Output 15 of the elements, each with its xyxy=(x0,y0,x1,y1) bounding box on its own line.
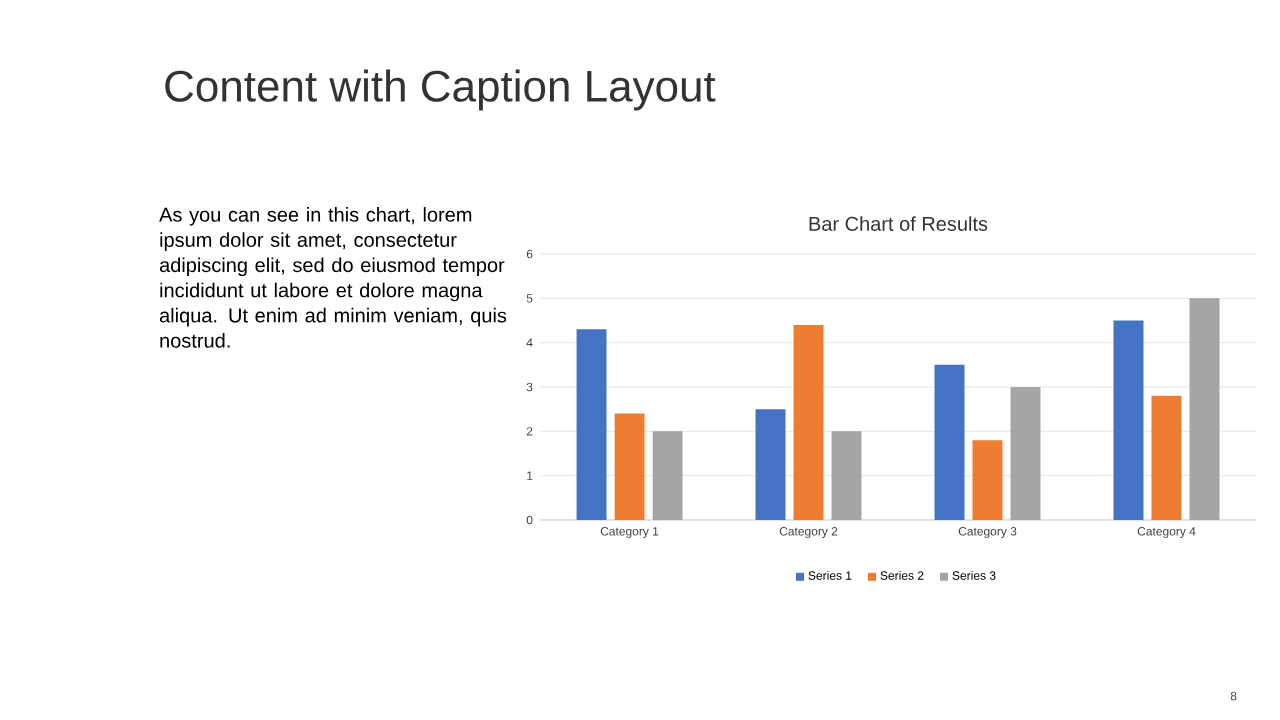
bar xyxy=(1151,395,1182,520)
bar xyxy=(1113,320,1144,520)
bar xyxy=(831,431,862,520)
bar xyxy=(755,409,786,520)
text: Content with Caption Layout xyxy=(165,69,716,111)
bar xyxy=(793,324,824,520)
bar xyxy=(652,431,683,520)
bar xyxy=(934,364,965,520)
bar xyxy=(576,329,607,520)
bar xyxy=(1010,387,1041,520)
bar xyxy=(1189,298,1220,520)
chart-title: Bar Chart of Results xyxy=(809,216,988,231)
bar xyxy=(614,413,645,520)
text: As you can see in this chart, lorem ipsum dolor sit amet, consectetur adipiscing elit, sed do eiusmod tempor incididunt ut labore et dolore magna aliqua. Ut enim ad minim veniam, quis nostrud. xyxy=(159,207,507,348)
bar xyxy=(972,440,1003,520)
